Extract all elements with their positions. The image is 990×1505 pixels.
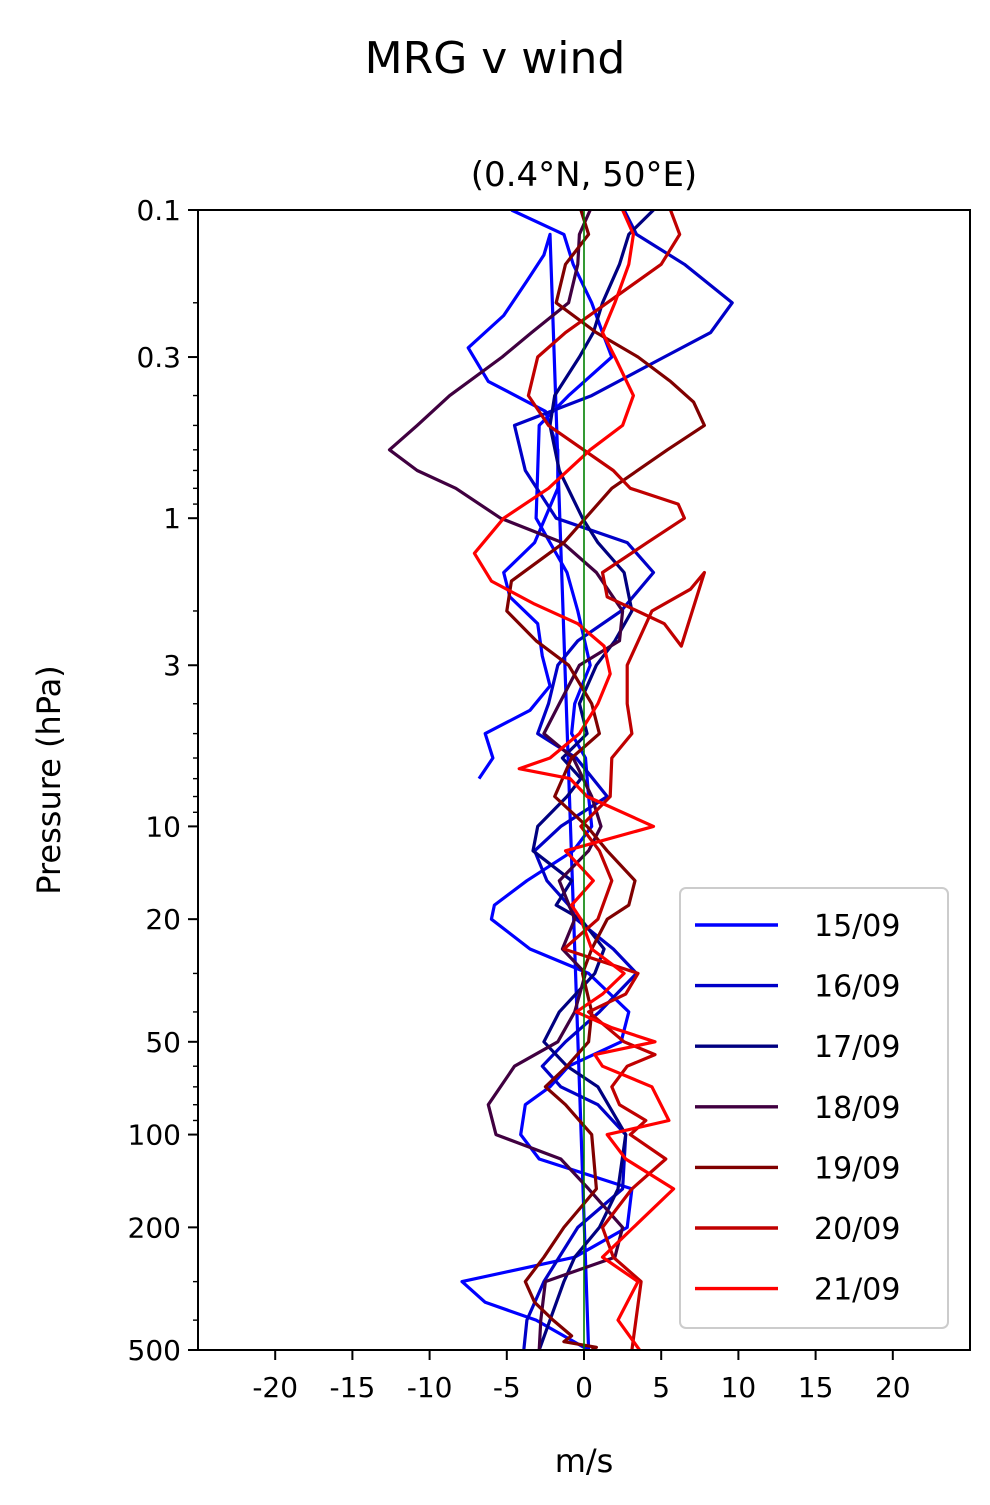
x-tick-label: -20	[252, 1371, 298, 1404]
y-tick-label: 50	[145, 1026, 181, 1059]
legend-box	[679, 887, 949, 1329]
y-axis: 0.1 0.3 1 3 10 20 50 100 200 500	[128, 194, 198, 1367]
series-line-3	[531, 210, 655, 1350]
x-axis-label: m/s	[555, 1442, 614, 1480]
x-tick-label: 15	[798, 1371, 834, 1404]
y-tick-label: 0.3	[136, 341, 181, 374]
y-axis-label: Pressure (hPa)	[30, 665, 68, 895]
legend-label: 18/09	[814, 1091, 900, 1126]
y-tick-label: 0.1	[136, 194, 181, 227]
series-line-2	[512, 210, 734, 1350]
legend: 15/09 16/09 17/09 18/09 19/09 20/09 21/09	[679, 887, 949, 1329]
x-tick-label: -5	[493, 1371, 521, 1404]
x-tick-label: -10	[407, 1371, 453, 1404]
legend-label: 19/09	[814, 1151, 900, 1186]
chart-title: (0.4°N, 50°E)	[471, 155, 697, 195]
plot-area	[387, 210, 734, 1350]
y-tick-label: 100	[128, 1119, 181, 1152]
x-tick-label: 10	[721, 1371, 757, 1404]
x-tick-label: 20	[875, 1371, 911, 1404]
series-line-5	[505, 210, 707, 1350]
legend-label: 17/09	[814, 1030, 900, 1065]
y-tick-label: 1	[163, 502, 181, 535]
y-tick-label: 500	[128, 1334, 181, 1367]
series-line-7	[472, 210, 676, 1350]
series-line-1	[460, 210, 634, 1350]
y-tick-label: 20	[145, 903, 181, 936]
legend-label: 21/09	[814, 1273, 900, 1308]
legend-label: 16/09	[814, 970, 900, 1005]
x-tick-label: 0	[575, 1371, 593, 1404]
x-tick-label: -15	[330, 1371, 376, 1404]
y-tick-label: 200	[128, 1211, 181, 1244]
series-line-6	[526, 210, 707, 1350]
legend-label: 20/09	[814, 1212, 900, 1247]
y-tick-label: 3	[163, 649, 181, 682]
legend-label: 15/09	[814, 909, 900, 944]
figure-suptitle: MRG v wind	[365, 33, 626, 84]
x-tick-label: 5	[652, 1371, 670, 1404]
y-tick-label: 10	[145, 810, 181, 843]
x-axis: -20 -15 -10 -5 0 5 10 15 20	[252, 1350, 911, 1404]
